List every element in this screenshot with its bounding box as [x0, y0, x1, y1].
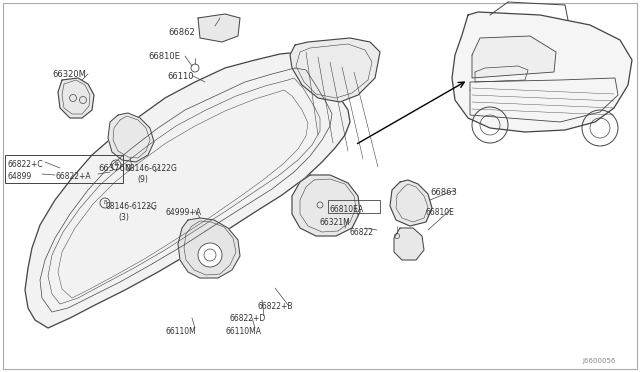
Circle shape [198, 243, 222, 267]
Polygon shape [394, 228, 424, 260]
Text: 66863: 66863 [430, 188, 457, 197]
Text: B: B [114, 163, 118, 167]
Polygon shape [198, 14, 240, 42]
Text: J6600056: J6600056 [582, 358, 616, 364]
Text: 66822+C: 66822+C [8, 160, 44, 169]
Polygon shape [452, 12, 632, 132]
Text: 08146-6122G: 08146-6122G [105, 202, 157, 211]
Polygon shape [292, 175, 360, 236]
Text: 66376N: 66376N [98, 164, 131, 173]
Text: 66822+A: 66822+A [55, 172, 91, 181]
Text: 66321M: 66321M [320, 218, 351, 227]
Polygon shape [25, 52, 350, 328]
Text: 66862: 66862 [168, 28, 195, 37]
Polygon shape [58, 78, 94, 118]
Text: 66810EA: 66810EA [330, 205, 364, 214]
Text: 66320M: 66320M [52, 70, 86, 79]
Text: 66822+D: 66822+D [230, 314, 266, 323]
Text: 66822+B: 66822+B [258, 302, 294, 311]
Text: 64899: 64899 [8, 172, 32, 181]
Text: 66810E: 66810E [148, 52, 180, 61]
Bar [5, 155, 123, 183]
Polygon shape [390, 180, 432, 226]
Text: 66810E: 66810E [425, 208, 454, 217]
Polygon shape [108, 113, 154, 162]
Text: 66822: 66822 [350, 228, 374, 237]
Polygon shape [178, 218, 240, 278]
Text: (3): (3) [118, 213, 129, 222]
Text: (9): (9) [137, 175, 148, 184]
Text: B: B [103, 201, 107, 205]
Text: 66110: 66110 [167, 72, 193, 81]
Text: 64999+A: 64999+A [165, 208, 201, 217]
Polygon shape [290, 38, 380, 102]
Text: 08146-6122G: 08146-6122G [125, 164, 177, 173]
Polygon shape [472, 36, 556, 78]
Bar [328, 200, 380, 213]
Text: 66110M: 66110M [165, 327, 196, 336]
Text: 66110MA: 66110MA [225, 327, 261, 336]
